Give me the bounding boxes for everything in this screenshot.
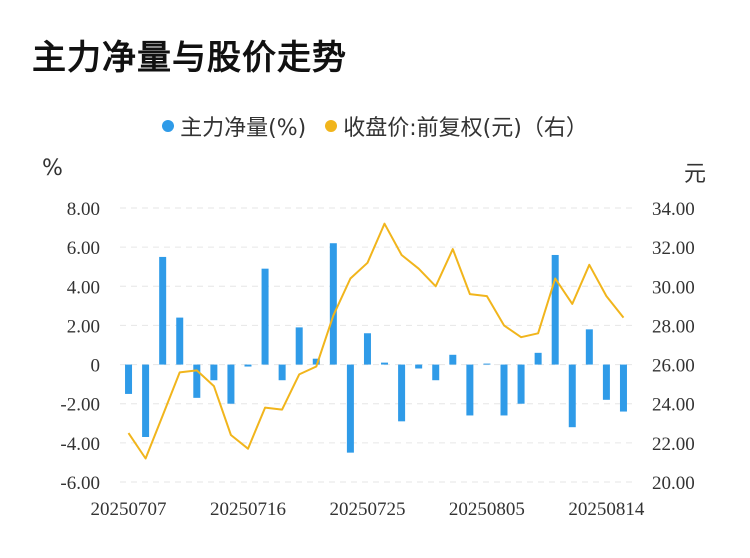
legend-item-line[interactable]: 收盘价:前复权(元)（右） [325, 110, 588, 142]
x-tick-label: 20250716 [210, 499, 286, 520]
legend: 主力净量(%) 收盘价:前复权(元)（右） [0, 110, 750, 142]
bar [329, 243, 337, 365]
left-tick-label: 4.00 [67, 277, 100, 298]
bar [415, 364, 423, 369]
right-tick-label: 28.00 [652, 316, 695, 337]
bar [432, 364, 440, 381]
legend-dot-line [325, 120, 338, 132]
left-tick-label: -4.00 [60, 434, 100, 455]
bar [551, 254, 559, 365]
right-tick-label: 30.00 [652, 277, 695, 298]
legend-item-bar[interactable]: 主力净量(%) [162, 110, 306, 142]
bar [602, 364, 610, 400]
legend-label-bar: 主力净量(%) [180, 116, 307, 141]
right-tick-label: 34.00 [652, 199, 695, 220]
legend-dot-bar [162, 120, 175, 132]
bar [176, 317, 184, 365]
price-line [127, 222, 625, 460]
x-tick-label: 20250707 [91, 499, 167, 520]
bar [312, 358, 320, 365]
left-tick-label: -2.00 [60, 395, 100, 416]
left-tick-label: 2.00 [67, 316, 100, 337]
chart-title: 主力净量与股价走势 [32, 38, 347, 78]
bar [346, 364, 354, 453]
legend-label-line: 收盘价:前复权(元)（右） [343, 116, 588, 141]
bar [619, 364, 627, 412]
bar [210, 364, 218, 381]
bar [261, 268, 269, 365]
bar [585, 329, 593, 365]
right-axis-unit: 元 [684, 162, 707, 187]
bar [466, 364, 474, 416]
x-tick-label: 20250814 [568, 499, 645, 520]
right-tick-label: 32.00 [652, 238, 695, 259]
bar [227, 364, 235, 404]
bar [125, 364, 133, 394]
bar [517, 364, 525, 404]
bar [244, 364, 252, 367]
bar [278, 364, 286, 381]
x-tick-label: 20250805 [449, 499, 525, 520]
right-tick-label: 24.00 [652, 395, 695, 416]
bar [398, 364, 406, 422]
bar [295, 327, 303, 365]
right-tick-label: 26.00 [652, 356, 695, 377]
right-tick-label: 20.00 [652, 473, 695, 494]
bar [142, 364, 150, 437]
x-tick-label: 20250725 [329, 499, 405, 520]
bar [568, 364, 576, 428]
left-tick-label: 8.00 [67, 199, 100, 220]
bar [483, 363, 491, 365]
left-tick-label: -6.00 [60, 473, 100, 494]
bar [500, 364, 508, 416]
left-tick-label: 6.00 [67, 238, 100, 259]
bar [381, 362, 389, 365]
left-tick-label: 0 [91, 356, 101, 377]
bar [193, 364, 201, 398]
right-tick-label: 22.00 [652, 434, 695, 455]
bar [534, 352, 542, 365]
bar [449, 354, 457, 365]
bar [363, 333, 371, 365]
left-axis-unit: % [42, 156, 63, 181]
bar [159, 256, 167, 365]
